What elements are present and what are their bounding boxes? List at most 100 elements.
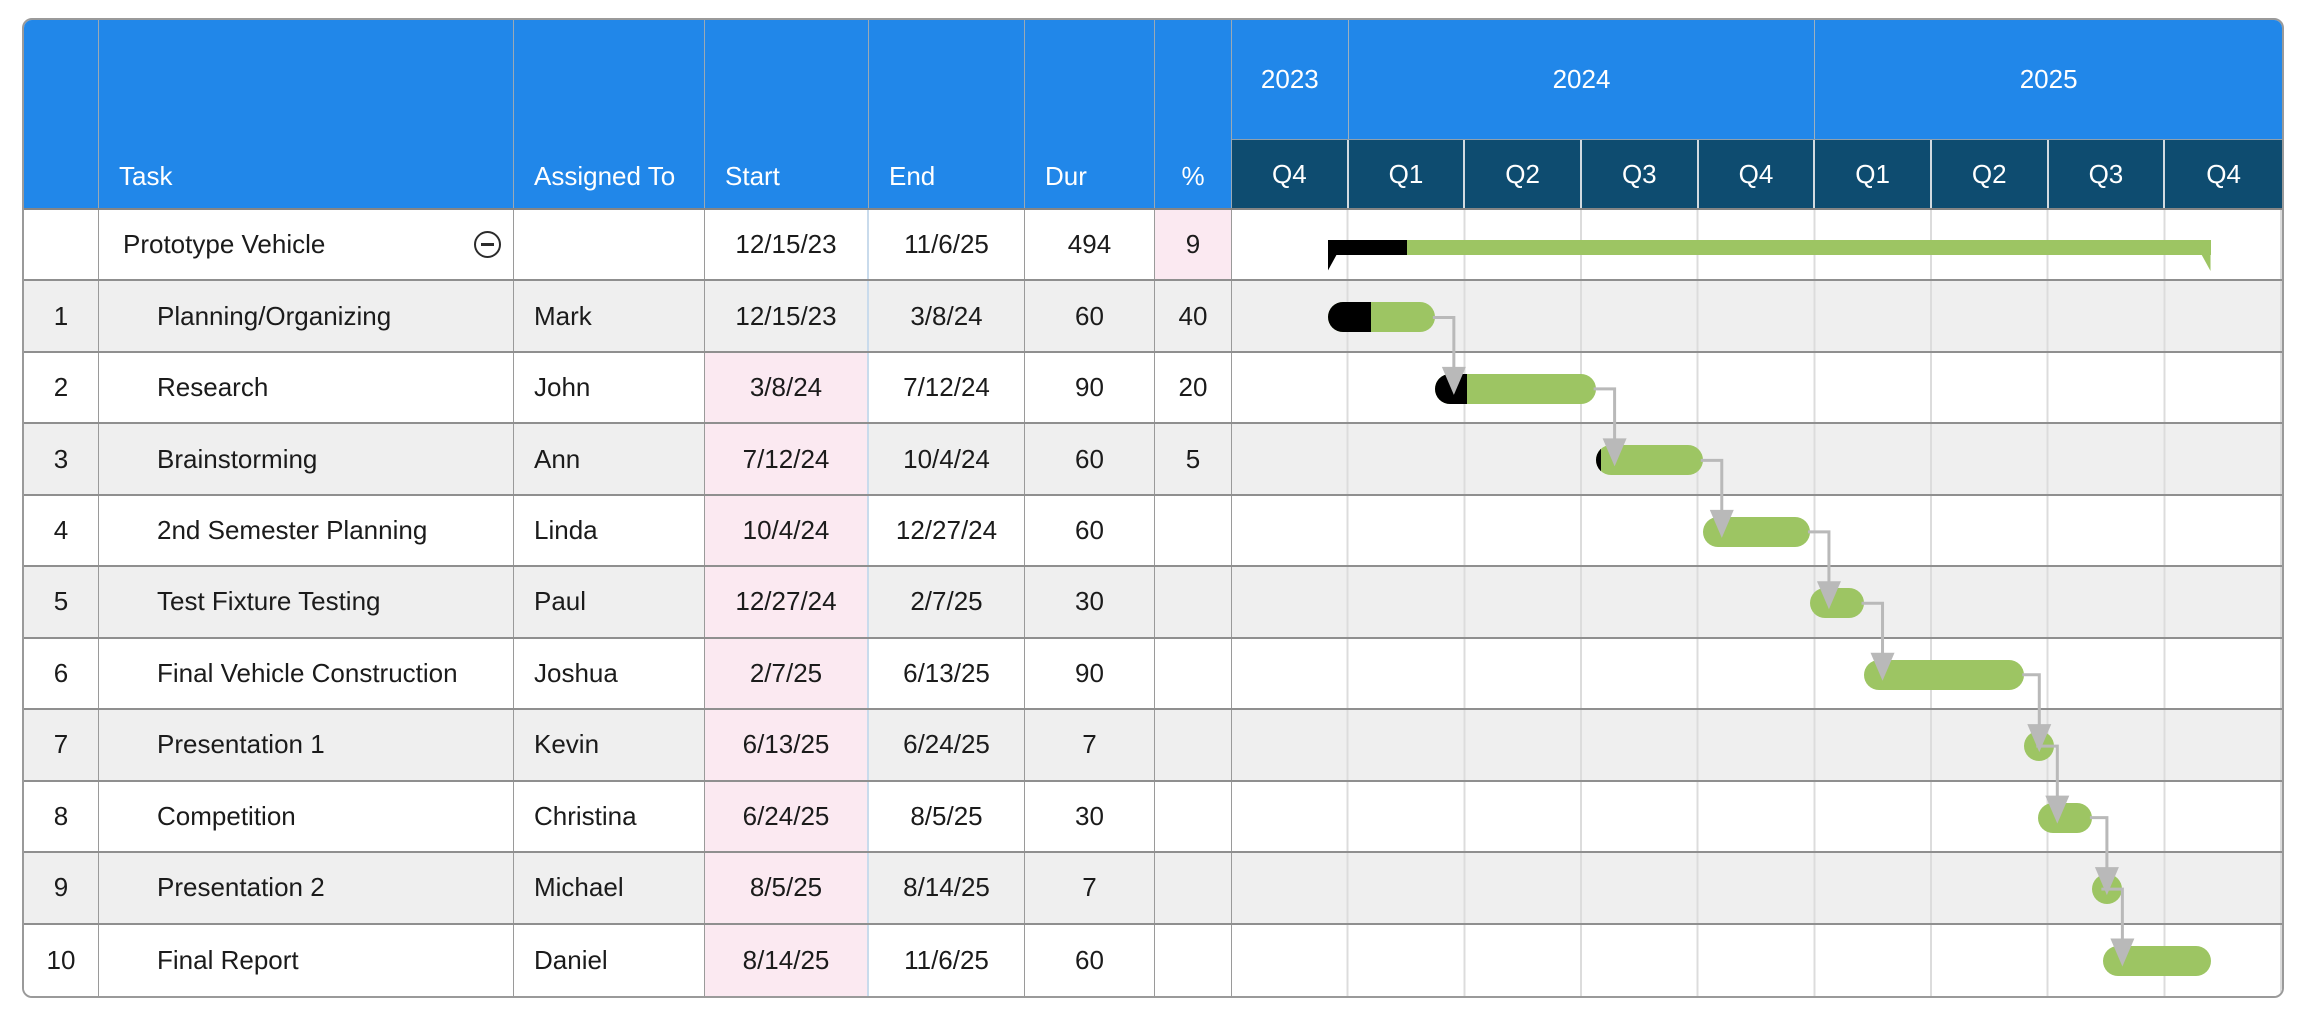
assigned-to-cell[interactable]: Paul — [514, 567, 705, 637]
task-cell[interactable]: Brainstorming — [99, 424, 514, 494]
end-date-cell[interactable]: 6/24/25 — [869, 710, 1025, 780]
start-date-cell[interactable]: 7/12/24 — [705, 424, 869, 494]
end-date-cell[interactable]: 2/7/25 — [869, 567, 1025, 637]
assigned-to-cell[interactable]: Joshua — [514, 638, 705, 709]
percent-complete-cell[interactable] — [1155, 567, 1232, 637]
assigned-to-cell[interactable]: Christina — [514, 781, 705, 852]
start-date-cell[interactable]: 12/15/23 — [705, 281, 869, 351]
duration-cell[interactable]: 90 — [1025, 352, 1155, 423]
row-number-cell[interactable]: 2 — [24, 352, 99, 423]
row-number-cell[interactable]: 4 — [24, 495, 99, 566]
end-date-cell[interactable]: 10/4/24 — [869, 424, 1025, 494]
row-number-cell[interactable]: 1 — [24, 281, 99, 351]
start-date-cell[interactable]: 8/14/25 — [705, 924, 869, 996]
duration-cell[interactable]: 60 — [1025, 495, 1155, 566]
task-row: 9 Presentation 2 Michael 8/5/25 8/14/25 7 — [24, 853, 2282, 925]
column-header-number — [24, 20, 99, 208]
end-date-cell[interactable]: 8/5/25 — [869, 781, 1025, 852]
end-date-cell[interactable]: 8/14/25 — [869, 853, 1025, 923]
start-date-cell[interactable]: 10/4/24 — [705, 495, 869, 566]
duration-cell[interactable]: 7 — [1025, 853, 1155, 923]
assigned-to-cell[interactable] — [514, 210, 705, 280]
row-number-cell[interactable] — [24, 210, 99, 280]
task-cell[interactable]: Presentation 1 — [99, 710, 514, 780]
duration-cell[interactable]: 30 — [1025, 567, 1155, 637]
task-cell[interactable]: Prototype Vehicle — [99, 210, 514, 280]
quarter-cell-2023-Q4: Q4 — [1232, 140, 1349, 208]
quarter-cell-2024-Q2: Q2 — [1465, 140, 1582, 208]
percent-complete-cell[interactable]: 5 — [1155, 424, 1232, 494]
duration-cell[interactable]: 60 — [1025, 281, 1155, 351]
duration-cell[interactable]: 30 — [1025, 781, 1155, 852]
gantt-row-cell — [1232, 924, 2282, 996]
percent-complete-cell[interactable] — [1155, 638, 1232, 709]
end-date-cell[interactable]: 7/12/24 — [869, 352, 1025, 423]
row-number-cell[interactable]: 3 — [24, 424, 99, 494]
task-name: Prototype Vehicle — [123, 229, 326, 260]
start-date-cell[interactable]: 12/27/24 — [705, 567, 869, 637]
task-name: Presentation 1 — [157, 729, 325, 760]
assigned-to-cell[interactable]: Michael — [514, 853, 705, 923]
end-date-cell[interactable]: 6/13/25 — [869, 638, 1025, 709]
duration-cell[interactable]: 90 — [1025, 638, 1155, 709]
row-number-cell[interactable]: 6 — [24, 638, 99, 709]
gantt-row-cell — [1232, 210, 2282, 280]
task-cell[interactable]: Final Report — [99, 924, 514, 996]
duration-cell[interactable]: 60 — [1025, 424, 1155, 494]
duration-cell[interactable]: 494 — [1025, 210, 1155, 280]
assigned-to-cell[interactable]: Ann — [514, 424, 705, 494]
gantt-row-cell — [1232, 281, 2282, 351]
task-cell[interactable]: Planning/Organizing — [99, 281, 514, 351]
gantt-row-cell — [1232, 638, 2282, 709]
duration-cell[interactable]: 60 — [1025, 924, 1155, 996]
percent-complete-cell[interactable] — [1155, 781, 1232, 852]
task-name: Brainstorming — [157, 443, 318, 474]
percent-complete-cell[interactable] — [1155, 924, 1232, 996]
start-date-cell[interactable]: 12/15/23 — [705, 210, 869, 280]
assigned-to-cell[interactable]: Linda — [514, 495, 705, 566]
collapse-minus-circle-icon[interactable] — [474, 231, 501, 259]
percent-complete-cell[interactable] — [1155, 495, 1232, 566]
quarter-cell-2025-Q4: Q4 — [2165, 140, 2282, 208]
task-row: Prototype Vehicle 12/15/23 11/6/25 494 9 — [24, 210, 2282, 282]
end-date-cell[interactable]: 12/27/24 — [869, 495, 1025, 566]
year-cell-2024: 2024 — [1349, 20, 1816, 139]
percent-complete-cell[interactable]: 40 — [1155, 281, 1232, 351]
task-cell[interactable]: Presentation 2 — [99, 853, 514, 923]
task-name: Final Vehicle Construction — [157, 657, 458, 688]
end-date-cell[interactable]: 3/8/24 — [869, 281, 1025, 351]
column-header-dur: Dur — [1025, 20, 1155, 208]
task-cell[interactable]: 2nd Semester Planning — [99, 495, 514, 566]
percent-complete-cell[interactable]: 20 — [1155, 352, 1232, 423]
start-date-cell[interactable]: 8/5/25 — [705, 853, 869, 923]
task-cell[interactable]: Final Vehicle Construction — [99, 638, 514, 709]
row-number-cell[interactable]: 7 — [24, 710, 99, 780]
task-cell[interactable]: Research — [99, 352, 514, 423]
task-cell[interactable]: Test Fixture Testing — [99, 567, 514, 637]
assigned-to-cell[interactable]: Mark — [514, 281, 705, 351]
assigned-to-cell[interactable]: Kevin — [514, 710, 705, 780]
start-date-cell[interactable]: 3/8/24 — [705, 352, 869, 423]
end-date-cell[interactable]: 11/6/25 — [869, 924, 1025, 996]
row-number-cell[interactable]: 10 — [24, 924, 99, 996]
gantt-sheet: Task Assigned To Start End Dur % 2023 202… — [22, 18, 2284, 998]
task-cell[interactable]: Competition — [99, 781, 514, 852]
assigned-to-cell[interactable]: John — [514, 352, 705, 423]
start-date-cell[interactable]: 6/24/25 — [705, 781, 869, 852]
end-date-cell[interactable]: 11/6/25 — [869, 210, 1025, 280]
percent-complete-cell[interactable]: 9 — [1155, 210, 1232, 280]
task-row: 2 Research John 3/8/24 7/12/24 90 20 — [24, 352, 2282, 425]
percent-complete-cell[interactable] — [1155, 710, 1232, 780]
duration-cell[interactable]: 7 — [1025, 710, 1155, 780]
task-row: 10 Final Report Daniel 8/14/25 11/6/25 60 — [24, 924, 2282, 996]
quarter-cell-2025-Q2: Q2 — [1931, 140, 2049, 208]
row-number-cell[interactable]: 9 — [24, 853, 99, 923]
start-date-cell[interactable]: 6/13/25 — [705, 710, 869, 780]
row-number-cell[interactable]: 8 — [24, 781, 99, 852]
assigned-to-cell[interactable]: Daniel — [514, 924, 705, 996]
percent-complete-cell[interactable] — [1155, 853, 1232, 923]
row-number-cell[interactable]: 5 — [24, 567, 99, 637]
task-name: Test Fixture Testing — [157, 586, 381, 617]
quarter-cell-2024-Q3: Q3 — [1581, 140, 1699, 208]
start-date-cell[interactable]: 2/7/25 — [705, 638, 869, 709]
